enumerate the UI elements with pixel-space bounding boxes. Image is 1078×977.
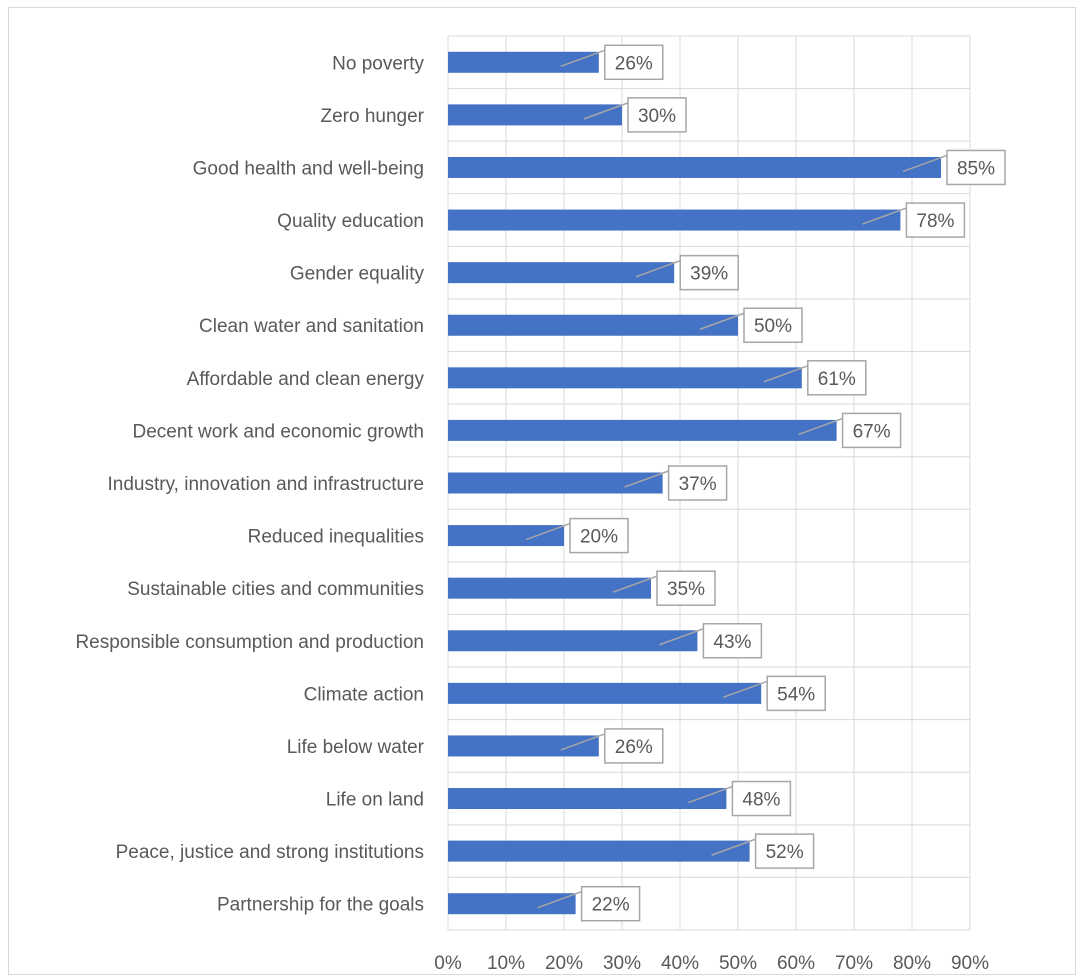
data-label: 52% [766, 842, 804, 863]
data-label-box [679, 254, 739, 291]
data-label-box [627, 97, 687, 133]
data-label: 26% [615, 53, 653, 74]
data-label: 54% [777, 684, 815, 705]
bar [448, 367, 802, 389]
leader-line [862, 207, 907, 225]
x-tick-label: 10% [487, 953, 525, 974]
category-label: Clean water and sanitation [199, 316, 424, 337]
data-label-box [702, 623, 763, 659]
bar [448, 314, 738, 336]
bar [448, 156, 941, 178]
leader-line [722, 680, 768, 699]
bar [448, 577, 651, 599]
category-label: Quality education [277, 211, 424, 232]
category-label: Partnership for the goals [217, 895, 424, 916]
data-label: 67% [853, 421, 891, 442]
x-tick-label: 80% [893, 953, 931, 974]
leader-line [902, 154, 948, 173]
data-label: 48% [742, 790, 780, 811]
data-label-box [731, 780, 792, 817]
data-label: 37% [679, 474, 717, 495]
leader-line [635, 259, 681, 278]
leader-line [763, 365, 809, 383]
data-label: 50% [754, 316, 792, 337]
data-label-box [580, 885, 641, 922]
leader-line [612, 575, 658, 593]
x-tick-label: 30% [603, 953, 641, 974]
leader-line [537, 891, 582, 909]
bar [448, 525, 564, 547]
data-label-box [807, 360, 867, 396]
data-label: 30% [638, 106, 676, 127]
data-label: 22% [592, 895, 630, 916]
x-tick-label: 70% [835, 953, 873, 974]
bar [448, 735, 599, 757]
category-label: Life on land [326, 790, 424, 811]
bar [448, 104, 622, 126]
data-label-box [667, 465, 728, 501]
leader-line [525, 522, 571, 541]
x-tick-label: 60% [777, 953, 815, 974]
leader-line [699, 312, 745, 330]
bar [448, 840, 750, 862]
leader-line [711, 838, 756, 856]
x-tick-label: 40% [661, 953, 699, 974]
category-label: Gender equality [290, 264, 425, 285]
data-label-box [604, 728, 664, 764]
category-label: Zero hunger [320, 106, 424, 127]
data-label: 35% [667, 579, 705, 600]
leader-line [583, 102, 629, 120]
x-tick-label: 50% [719, 953, 757, 974]
category-label: Peace, justice and strong institutions [116, 842, 424, 863]
data-label: 26% [615, 737, 653, 758]
bar [448, 630, 698, 652]
category-label: Decent work and economic growth [133, 421, 424, 442]
data-label-box [743, 307, 803, 343]
bar [448, 472, 663, 494]
category-label: Life below water [287, 737, 425, 758]
category-label: Sustainable cities and communities [127, 579, 424, 600]
data-label-box [905, 202, 966, 238]
category-label: No poverty [332, 53, 424, 74]
category-label: Affordable and clean energy [187, 369, 425, 390]
x-tick-label: 90% [951, 953, 989, 974]
category-label: Responsible consumption and production [75, 632, 424, 653]
bar [448, 788, 727, 810]
leader-line [624, 470, 669, 488]
leader-line [560, 49, 606, 67]
bar [448, 262, 675, 284]
data-label: 20% [580, 527, 618, 548]
bar [448, 419, 837, 441]
leader-line [560, 733, 606, 751]
data-label-box [946, 149, 1006, 186]
data-label-box [754, 833, 815, 869]
bar [448, 682, 762, 704]
x-tick-label: 20% [545, 953, 583, 974]
category-label: Industry, innovation and infrastructure [108, 474, 425, 495]
leader-line [659, 628, 704, 646]
data-label-box [604, 44, 664, 81]
leader-line [798, 417, 843, 436]
data-label: 43% [713, 632, 751, 653]
category-label: Climate action [304, 684, 424, 705]
x-tick-label: 0% [434, 953, 462, 974]
data-label: 78% [916, 211, 954, 232]
data-label: 61% [818, 369, 856, 390]
data-label-box [569, 517, 629, 554]
leader-line [688, 785, 733, 804]
data-label-box [766, 675, 826, 712]
data-label: 85% [957, 158, 995, 179]
data-label-box [841, 412, 902, 449]
data-label-box [656, 570, 716, 606]
bar [448, 893, 576, 915]
category-label: Reduced inequalities [248, 527, 424, 548]
bar [448, 51, 599, 73]
category-label: Good health and well-being [193, 158, 424, 179]
bar [448, 209, 901, 231]
data-label: 39% [690, 264, 728, 285]
